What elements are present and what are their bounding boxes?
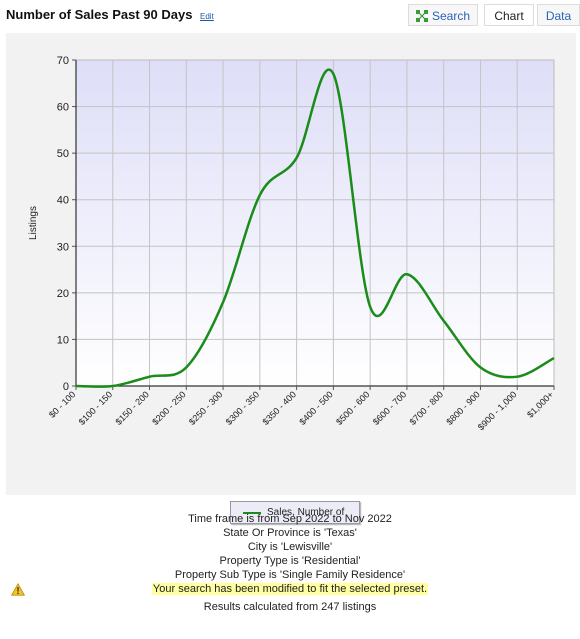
x-tick-label: $400 - 500 bbox=[297, 389, 335, 427]
y-tick-label: 70 bbox=[57, 55, 69, 67]
y-tick-label: 0 bbox=[63, 381, 69, 393]
warning-message: Your search has been modified to fit the… bbox=[151, 583, 429, 595]
x-tick-label: $300 - 350 bbox=[224, 389, 262, 427]
y-tick-label: 60 bbox=[57, 102, 69, 114]
x-tick-label: $900 - 1,000 bbox=[476, 389, 519, 432]
x-tick-label: $0 - 100 bbox=[47, 389, 77, 419]
warning-row: Your search has been modified to fit the… bbox=[0, 582, 580, 597]
x-tick-label: $100 - 150 bbox=[77, 389, 115, 427]
criteria-line: Property Type is 'Residential' bbox=[219, 555, 361, 567]
expand-icon bbox=[415, 10, 428, 22]
search-button[interactable]: Search bbox=[408, 4, 478, 26]
criteria-line: Time frame is from Sep 2022 to Nov 2022 bbox=[188, 513, 392, 525]
y-tick-label: 10 bbox=[57, 334, 69, 346]
criteria-line: City is 'Lewisville' bbox=[247, 541, 333, 553]
results-count: Results calculated from 247 listings bbox=[203, 601, 377, 613]
series-line-sales bbox=[75, 68, 555, 388]
x-tick-label: $700 - 800 bbox=[408, 389, 446, 427]
search-button-label: Search bbox=[431, 9, 471, 23]
x-tick-label: $1,000+ bbox=[525, 389, 555, 419]
y-tick-label: 30 bbox=[57, 241, 69, 253]
y-tick-label: 50 bbox=[57, 148, 69, 160]
tab-data[interactable]: Data bbox=[537, 4, 580, 26]
legend-label: Sales, Number of bbox=[267, 507, 345, 518]
x-tick-label: $800 - 900 bbox=[444, 389, 482, 427]
criteria-line: State Or Province is 'Texas' bbox=[223, 527, 357, 539]
tab-chart[interactable]: Chart bbox=[484, 4, 534, 26]
header-bar: Number of Sales Past 90 Days Edit Search… bbox=[0, 0, 580, 32]
chart-legend: Sales, Number of bbox=[230, 501, 360, 524]
chart-panel: 0 10 20 30 40 50 60 70 $0 - 100 $100 - 150 $150 - … bbox=[6, 33, 576, 524]
x-tick-label: $150 - 200 bbox=[113, 389, 151, 427]
edit-link[interactable]: Edit bbox=[200, 12, 214, 21]
x-tick-label: $350 - 400 bbox=[261, 389, 299, 427]
criteria-line: Property Sub Type is 'Single Family Resi… bbox=[174, 569, 406, 581]
page-title: Number of Sales Past 90 Days bbox=[6, 7, 193, 22]
x-tick-label: $600 - 700 bbox=[371, 389, 409, 427]
line-chart: 0 10 20 30 40 50 60 70 $0 - 100 $100 - 150 $150 - … bbox=[28, 55, 555, 432]
legend-swatch bbox=[243, 512, 261, 514]
y-tick-label: 20 bbox=[57, 288, 69, 300]
x-tick-label: $200 - 250 bbox=[150, 389, 188, 427]
y-tick-label: 40 bbox=[57, 195, 69, 207]
x-tick-label: $250 - 300 bbox=[187, 389, 225, 427]
x-tick-label: $500 - 600 bbox=[334, 389, 372, 427]
warning-icon bbox=[11, 583, 25, 596]
y-axis-label: Listings bbox=[28, 206, 39, 240]
search-criteria: Time frame is from Sep 2022 to Nov 2022 … bbox=[0, 512, 580, 614]
plot-area bbox=[75, 59, 555, 387]
